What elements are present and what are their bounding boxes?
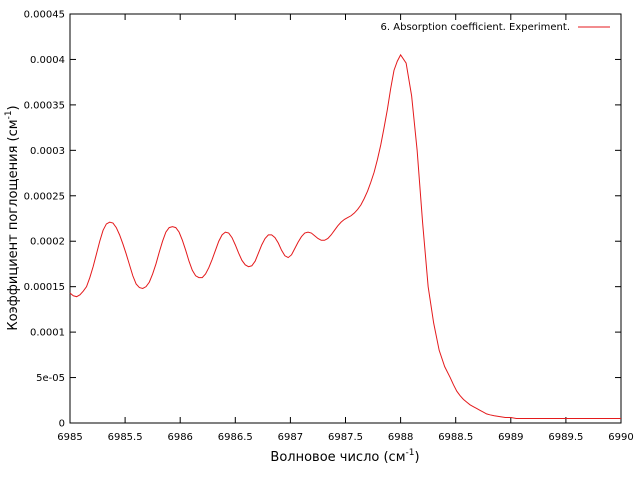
y-tick-label: 0.00035 (24, 100, 65, 111)
x-tick-label: 6986 (167, 432, 192, 443)
x-tick-label: 6989 (498, 432, 523, 443)
y-tick-label: 0.00015 (24, 282, 65, 293)
y-tick-label: 0 (59, 419, 65, 430)
legend: 6. Absorption coefficient. Experiment. (381, 22, 610, 33)
legend-label: 6. Absorption coefficient. Experiment. (381, 22, 570, 33)
x-tick-label: 6989.5 (548, 432, 583, 443)
y-tick-label: 5e-05 (36, 373, 65, 384)
x-tick-label: 6988 (388, 432, 413, 443)
y-tick-label: 0.0002 (30, 237, 65, 248)
y-tick-label: 0.0001 (30, 328, 65, 339)
x-tick-label: 6987 (278, 432, 303, 443)
x-tick-label: 6985.5 (108, 432, 143, 443)
absorption-series-line (69, 53, 621, 419)
y-tick-label: 0.0003 (30, 146, 65, 157)
x-tick-label: 6985 (57, 432, 82, 443)
x-tick-label: 6990 (608, 432, 633, 443)
y-tick-label: 0.00025 (24, 191, 65, 202)
y-axis-title: Коэффициент поглощения (см-1) (4, 105, 21, 330)
x-tick-label: 6987.5 (328, 432, 363, 443)
x-tick-label: 6988.5 (438, 432, 473, 443)
x-tick-label: 6986.5 (218, 432, 253, 443)
x-axis-title: Волновое число (см-1) (270, 448, 419, 465)
x-axis-ticks: 6985 6985.5 6986 6986.5 6987 6987.5 6988 6988.5… (57, 14, 634, 443)
y-tick-label: 0.0004 (30, 55, 65, 66)
y-tick-label: 0.00045 (24, 10, 65, 21)
y-axis-ticks: 0 5e-05 0.0001 0.00015 0.0002 0.00025 0.0003 0.… (24, 10, 621, 430)
